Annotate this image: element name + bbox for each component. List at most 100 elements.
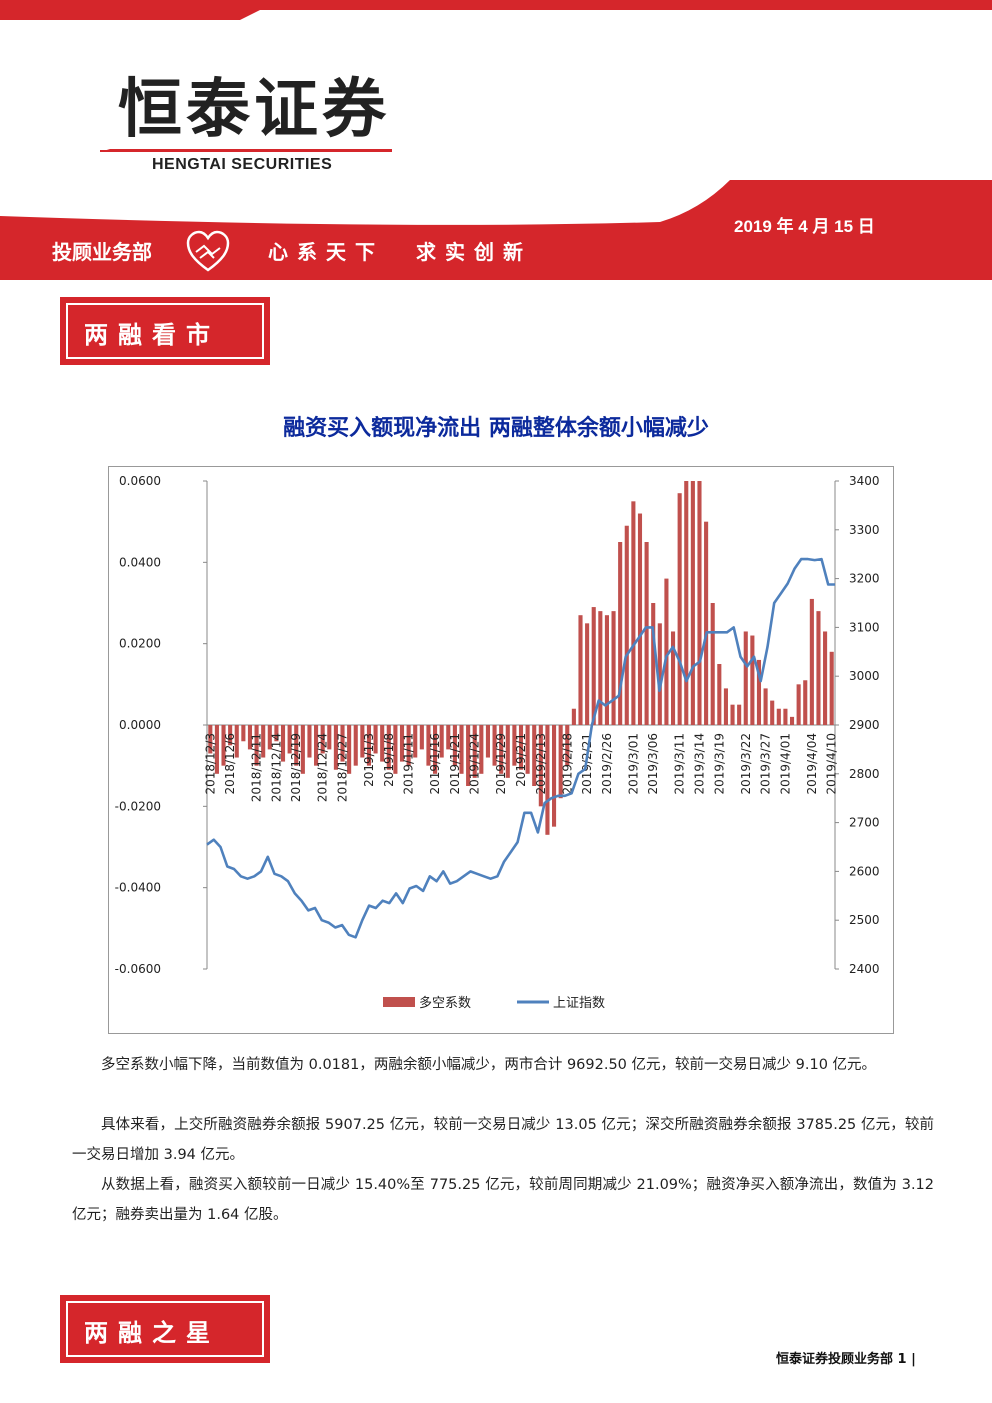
index-line [206, 557, 835, 939]
x-tick-label: 2019/4/04 [805, 733, 819, 795]
bar [261, 725, 266, 758]
x-tick-label: 2018/12/14 [269, 733, 283, 802]
x-tick-label: 2018/12/19 [289, 733, 303, 802]
right-tick-label: 2500 [849, 913, 880, 927]
bar [697, 481, 702, 725]
x-tick-label: 2018/12/24 [316, 733, 330, 802]
section-label-box-2: 两融之星 [60, 1295, 270, 1363]
legend-line-label: 上证指数 [553, 996, 605, 1011]
bar [366, 725, 372, 766]
paragraph-3: 从数据上看，融资买入额较前一日减少 15.40%至 775.25 亿元，较前周同… [72, 1177, 934, 1223]
right-tick-label: 2600 [849, 864, 880, 878]
bar [552, 725, 557, 827]
x-tick-label: 2019/1/3 [362, 733, 376, 787]
x-tick-label: 2019/3/11 [673, 733, 687, 795]
bar [723, 688, 728, 725]
logo-english: HENGTAI SECURITIES [152, 156, 333, 173]
bar [221, 725, 226, 766]
bar [525, 725, 530, 774]
bar [704, 521, 709, 725]
bar [214, 725, 219, 774]
bar [690, 481, 695, 725]
x-tick-label: 2018/12/27 [336, 733, 350, 802]
bar [512, 725, 517, 766]
paragraph-2: 具体来看，上交所融资融券余额报 5907.25 亿元，较前一交易日减少 13.0… [72, 1117, 934, 1163]
bar [446, 725, 451, 750]
bar [386, 725, 391, 770]
x-tick-label: 2019/1/8 [382, 733, 396, 787]
bar [657, 623, 662, 725]
left-tick-label: 0.0000 [119, 718, 161, 732]
left-tick-label: 0.0600 [119, 474, 161, 488]
bar [756, 659, 762, 725]
legend-bar-label: 多空系数 [419, 995, 471, 1011]
bar [803, 680, 808, 725]
left-tick-label: 0.0200 [119, 637, 161, 651]
bar [353, 725, 358, 766]
bar [406, 725, 411, 766]
bar [320, 725, 325, 754]
bar [373, 725, 378, 754]
bar [208, 725, 213, 754]
bar [234, 725, 239, 758]
x-tick-label: 2019/1/16 [428, 733, 442, 795]
bar [823, 631, 828, 725]
bar [565, 725, 570, 766]
article-title: 融资买入额现净流出 两融整体余额小幅减少 [283, 415, 709, 441]
bar [340, 725, 345, 762]
bar [327, 725, 332, 750]
bar [611, 611, 616, 725]
bar [333, 725, 338, 770]
report-date: 2019 年 4 月 15 日 [734, 217, 875, 236]
right-tick-label: 3300 [849, 523, 880, 537]
x-tick-label: 2019/3/22 [739, 733, 753, 795]
bar [677, 493, 682, 725]
x-tick-label: 2019/1/11 [402, 733, 416, 795]
left-tick-label: -0.0600 [115, 962, 161, 976]
bar [267, 725, 272, 750]
combo-chart: 0.0600 0.0400 0.0200 0.0000 -0.0200 -0.0400 -0… [115, 474, 880, 1011]
bar [664, 578, 669, 725]
bar [247, 725, 253, 750]
bar [479, 725, 484, 774]
bar [637, 513, 643, 725]
section-label-box: 两融看市 [60, 297, 270, 365]
x-tick-label: 2019/1/29 [494, 733, 508, 795]
x-tick-label: 2019/1/24 [468, 733, 482, 795]
bar [750, 635, 755, 725]
x-tick-label: 2019/4/01 [778, 733, 792, 795]
logo-red-line [100, 149, 392, 152]
x-tick-label: 2018/12/3 [203, 733, 217, 795]
left-tick-label: -0.0200 [115, 799, 161, 813]
x-tick-label: 2019/3/14 [693, 733, 707, 795]
x-tick-label: 2019/3/19 [712, 733, 726, 795]
bar [684, 481, 689, 725]
bar [538, 725, 543, 807]
bar [307, 725, 312, 758]
bar [300, 725, 305, 774]
bar [472, 725, 477, 778]
bar [466, 725, 471, 786]
bar [670, 631, 676, 725]
right-tick-label: 2900 [849, 718, 880, 732]
bar [598, 611, 603, 725]
bar [710, 603, 715, 725]
right-tick-label: 2700 [849, 816, 880, 830]
bar [776, 708, 781, 725]
x-tick-label: 2019/2/13 [534, 733, 548, 795]
bar [783, 708, 788, 725]
header-banner [0, 180, 992, 280]
bar [545, 725, 550, 835]
bar [591, 607, 596, 725]
bar [624, 525, 629, 725]
bar [499, 725, 504, 774]
bar [419, 725, 424, 750]
x-tick-label: 2019/3/27 [759, 733, 773, 795]
x-tick-label: 2019/1/21 [448, 733, 462, 795]
section-label-2: 两融之星 [84, 1319, 220, 1347]
x-tick-label: 2019/3/06 [646, 733, 660, 795]
bar [770, 700, 775, 725]
slogan-2: 求实创新 [416, 240, 532, 264]
bar [492, 725, 497, 766]
bar [287, 725, 292, 754]
